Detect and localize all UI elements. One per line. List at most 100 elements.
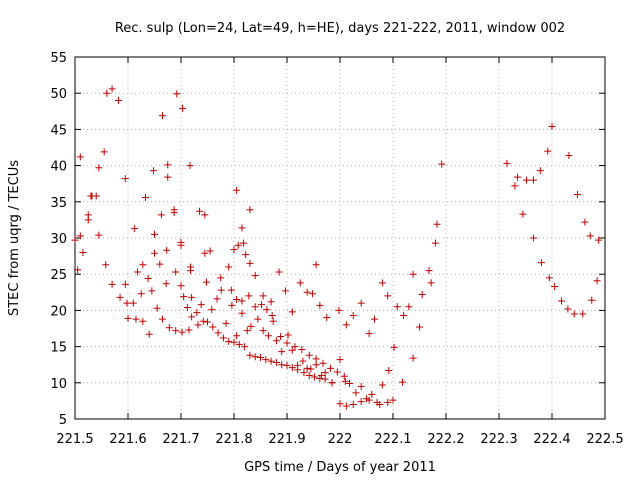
data-point-marker xyxy=(230,338,238,346)
x-tick-labels: 221.5 221.6 221.7 221.8 221.9 222 222.1 222.2 22… xyxy=(56,432,623,447)
data-point-marker xyxy=(333,368,341,376)
data-point-marker xyxy=(316,301,324,309)
data-point-marker xyxy=(123,299,131,307)
data-point-marker xyxy=(263,306,271,314)
data-point-marker xyxy=(188,313,196,321)
data-point-marker xyxy=(399,378,407,386)
y-tick-label: 40 xyxy=(50,160,67,175)
data-point-marker xyxy=(393,303,401,311)
data-point-marker xyxy=(230,246,238,254)
data-point-marker xyxy=(378,381,386,389)
data-point-marker xyxy=(257,353,264,361)
data-point-marker xyxy=(148,287,156,295)
data-point-marker xyxy=(357,299,365,307)
data-point-marker xyxy=(114,96,122,104)
data-point-marker xyxy=(573,191,581,199)
x-tick-label: 222.3 xyxy=(480,432,517,447)
data-point-marker xyxy=(307,365,315,373)
data-point-marker xyxy=(275,268,283,276)
data-point-marker xyxy=(514,173,522,181)
data-point-marker xyxy=(246,206,254,214)
data-point-marker xyxy=(558,297,566,305)
y-tick-label: 45 xyxy=(50,123,67,138)
data-point-marker xyxy=(385,366,393,374)
data-point-marker xyxy=(202,278,210,286)
data-point-marker xyxy=(144,275,152,283)
data-point-marker xyxy=(405,303,413,311)
data-point-marker xyxy=(170,206,178,214)
y-tick-label: 35 xyxy=(50,196,67,211)
data-point-marker xyxy=(409,270,417,278)
data-point-marker xyxy=(296,279,304,287)
data-point-marker xyxy=(418,290,426,298)
data-point-marker xyxy=(357,398,365,406)
data-point-marker xyxy=(240,239,248,247)
x-tick-label: 222 xyxy=(328,432,353,447)
data-point-marker xyxy=(139,261,147,269)
data-point-marker xyxy=(185,326,193,334)
data-point-marker xyxy=(336,356,344,364)
data-point-marker xyxy=(137,290,145,298)
data-point-marker xyxy=(227,286,235,294)
data-point-marker xyxy=(251,272,259,280)
data-point-marker xyxy=(214,329,222,337)
data-point-marker xyxy=(158,315,166,323)
data-point-marker xyxy=(278,361,286,369)
data-point-marker xyxy=(157,211,165,219)
data-point-marker xyxy=(303,288,311,296)
data-point-marker xyxy=(254,315,262,323)
data-point-marker xyxy=(151,230,158,238)
data-point-marker xyxy=(246,351,254,359)
data-point-marker xyxy=(188,293,196,301)
data-point-marker xyxy=(156,260,164,268)
data-point-marker xyxy=(204,318,211,326)
data-point-marker xyxy=(278,348,286,356)
data-point-marker xyxy=(201,249,209,257)
data-point-marker xyxy=(130,225,138,233)
data-point-marker xyxy=(158,112,166,120)
data-point-marker xyxy=(323,314,331,322)
data-point-marker xyxy=(523,176,531,184)
series-sat-c xyxy=(74,192,423,406)
data-point-marker xyxy=(163,246,171,254)
data-point-marker xyxy=(281,287,289,295)
data-point-marker xyxy=(416,323,423,331)
data-point-marker xyxy=(342,402,350,410)
data-point-marker xyxy=(259,292,267,300)
data-point-marker xyxy=(390,343,398,351)
data-point-marker xyxy=(433,220,441,228)
y-tick-label: 25 xyxy=(50,268,67,283)
data-point-marker xyxy=(92,192,100,200)
data-point-marker xyxy=(298,345,306,353)
data-point-marker xyxy=(312,355,320,363)
data-point-marker xyxy=(164,161,172,169)
data-point-marker xyxy=(389,396,397,404)
y-tick-label: 5 xyxy=(59,413,67,428)
data-point-marker xyxy=(321,369,329,377)
data-point-marker xyxy=(283,339,291,347)
data-point-marker xyxy=(164,173,172,181)
data-point-marker xyxy=(342,321,350,329)
y-tick-label: 20 xyxy=(50,304,67,319)
data-point-marker xyxy=(384,292,392,300)
data-point-marker xyxy=(570,310,578,318)
y-axis-label: STEC from uqrg / TECUs xyxy=(7,160,22,316)
data-point-marker xyxy=(238,297,246,305)
series-sat-d xyxy=(124,304,397,410)
data-point-marker xyxy=(177,241,185,249)
data-point-marker xyxy=(288,308,296,316)
data-point-marker xyxy=(303,364,311,372)
data-point-marker xyxy=(311,373,319,381)
data-point-marker xyxy=(173,90,181,98)
data-point-marker xyxy=(145,330,153,338)
series-sat-e xyxy=(227,286,348,380)
data-point-marker xyxy=(219,334,227,342)
data-point-marker xyxy=(251,353,259,361)
data-point-marker xyxy=(336,400,344,408)
data-point-marker xyxy=(178,328,186,336)
data-point-marker xyxy=(225,338,233,346)
data-point-marker xyxy=(565,151,573,159)
axis-ticks xyxy=(74,56,606,420)
data-point-marker xyxy=(357,382,365,390)
data-point-marker xyxy=(100,148,108,156)
